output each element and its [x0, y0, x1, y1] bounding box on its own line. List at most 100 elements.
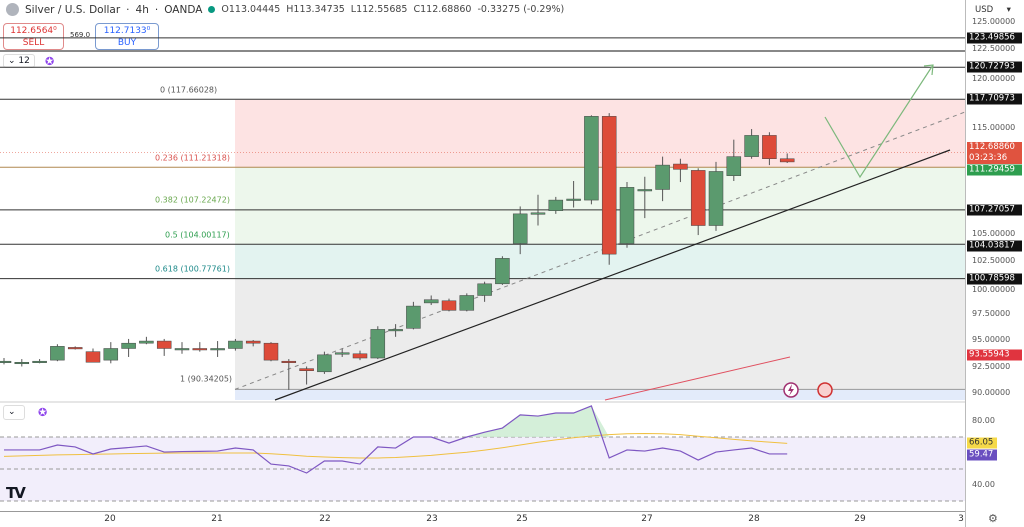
symbol-header: Silver / U.S. Dollar · 4h · OANDA O113.044… [6, 3, 564, 16]
buy-label: BUY [117, 38, 137, 48]
interval[interactable]: 4h [135, 3, 149, 16]
fib-zone-0618-1 [235, 278, 965, 390]
candle [263, 342, 279, 362]
candle [477, 281, 492, 302]
last-price-tag: 112.68860 03:23:36 [967, 141, 1022, 164]
rsi-overbought-fill [4, 405, 788, 437]
rsi-ma-value-tag: 66.05 [967, 437, 997, 449]
candle-body [673, 163, 688, 170]
time-axis-tick: 28 [748, 514, 760, 524]
sell-label: SELL [22, 38, 45, 48]
candle [139, 336, 154, 345]
candle [566, 181, 581, 208]
candle [192, 342, 208, 352]
candle [708, 161, 724, 231]
candle [50, 344, 65, 362]
candle [495, 256, 510, 285]
candle [317, 351, 332, 374]
indicator-collapse-button[interactable]: ⌄ 12 [3, 54, 35, 68]
price-axis-tick: 90.00000 [972, 388, 1011, 397]
time-axis-tick: 23 [426, 514, 438, 524]
candle-body [566, 198, 581, 201]
candle-body [370, 329, 386, 359]
candle-body [441, 300, 457, 311]
price-axis-tick: 115.00000 [972, 123, 1016, 132]
price-level-tag: 117.70973 [967, 93, 1022, 105]
candle [32, 359, 47, 364]
candle [85, 348, 101, 363]
rsi-band [0, 437, 965, 501]
price-axis-tick: 100.00000 [972, 285, 1016, 295]
candle-body [50, 346, 65, 361]
candle-body [14, 362, 30, 365]
candle-body [388, 329, 403, 332]
ascending-trend-line [274, 149, 951, 401]
header-divider [0, 50, 965, 52]
candle-body [103, 348, 119, 361]
candle [530, 194, 546, 226]
settings-gear-icon[interactable]: ⚙ [988, 512, 998, 525]
candle [156, 338, 172, 356]
price-level-tag: 120.72793 [967, 61, 1022, 73]
tradingview-logo[interactable]: TV [6, 484, 26, 502]
candle [762, 132, 777, 166]
price-level-tag: 100.78598 [967, 273, 1022, 285]
ohlc-open: O113.04445 [221, 4, 281, 15]
candle-body [584, 116, 599, 201]
price-level-tag: 93.55943 [967, 349, 1022, 361]
candle [690, 168, 706, 236]
bar-countdown: 03:23:36 [969, 152, 1008, 163]
sell-button[interactable]: 112.6564⁰ SELL [3, 23, 64, 50]
candle-body [121, 342, 136, 349]
last-price: 112.68860 [969, 141, 1015, 152]
candle-body [228, 340, 243, 349]
projection-arrow [824, 64, 934, 179]
price-level-tag: 104.03817 [967, 240, 1022, 251]
price-axis-tick: 122.50000 [972, 44, 1016, 54]
candle [744, 129, 759, 159]
symbol-name[interactable]: Silver / U.S. Dollar [25, 3, 121, 16]
candle-body [352, 353, 368, 359]
broker: OANDA [164, 3, 203, 16]
ohlc-high: H113.34735 [286, 4, 345, 15]
candle [334, 348, 350, 357]
candle-body [210, 348, 225, 351]
spread: 569.0 [70, 31, 91, 39]
candle-body [406, 305, 421, 329]
candle [352, 350, 368, 361]
candle [459, 293, 475, 312]
candle [245, 340, 261, 347]
us-flag-event-icon [817, 382, 833, 398]
fib-level-label: 0 (117.66028) [160, 85, 218, 95]
time-axis-tick: 27 [641, 514, 653, 524]
time-axis-tick: 3 [958, 514, 964, 524]
rsi-collapse-button[interactable]: ⌄ [3, 405, 25, 420]
rsi-ma-line [3, 432, 788, 459]
candle [121, 338, 136, 357]
candle-body [655, 164, 670, 190]
candle-body [67, 347, 83, 350]
refresh-icon[interactable]: ✪ [45, 55, 55, 68]
candle-body [334, 352, 350, 355]
price-axis-tick: 120.00000 [972, 73, 1016, 83]
candle-body [637, 189, 653, 192]
rsi-line [4, 405, 788, 474]
candle [584, 115, 599, 205]
time-axis-divider [0, 511, 965, 512]
fib-zone-0-0236 [235, 99, 965, 168]
candle-body [263, 342, 279, 361]
fib-level-label: 0.236 (111.21318) [155, 153, 230, 163]
fib-level-label: 0.382 (107.22472) [155, 195, 230, 205]
buy-button[interactable]: 112.7133⁰ BUY [95, 23, 159, 50]
price-axis-tick: 105.00000 [972, 229, 1016, 238]
price-chart[interactable] [0, 0, 965, 512]
dashed-trend-line [234, 111, 965, 390]
currency-select[interactable]: USD ▾ [975, 5, 1011, 15]
ohlc-low: L112.55685 [350, 4, 408, 15]
candle [441, 298, 457, 312]
rsi-settings-icon[interactable]: ✪ [38, 406, 48, 419]
candle-body [690, 170, 706, 226]
fib-zone-0236-05 [235, 167, 965, 245]
price-level-tag: 123.49856 [967, 32, 1022, 44]
silver-symbol-icon [6, 3, 19, 16]
